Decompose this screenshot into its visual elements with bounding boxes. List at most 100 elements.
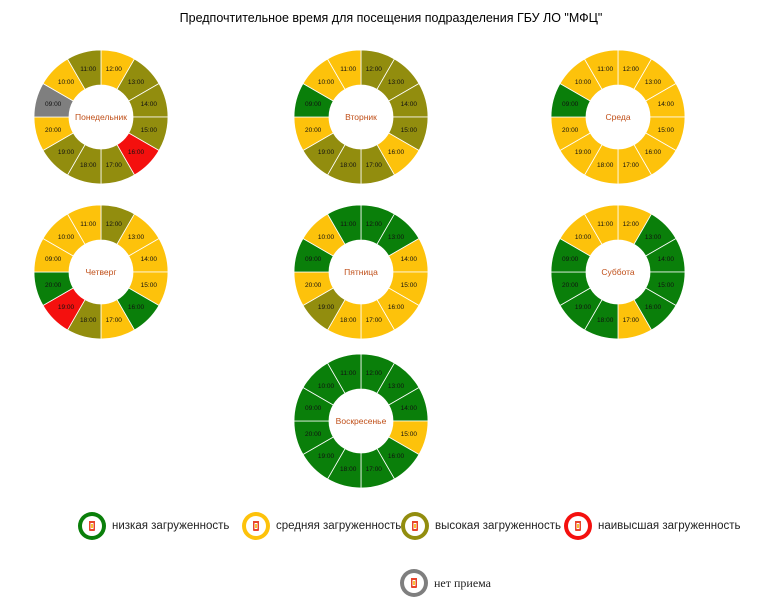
slot-time-label: 16:00 [645,304,662,311]
slot-segment [66,49,102,90]
day-label: Пятница [344,267,378,277]
slot-time-label: 12:00 [366,221,383,228]
slot-time-label: 18:00 [597,162,614,169]
mfc-logo-icon [400,569,428,597]
slot-time-label: 13:00 [388,79,405,86]
slot-time-label: 20:00 [45,127,62,134]
mfc-logo-icon [564,512,592,540]
slot-time-label: 09:00 [562,256,579,263]
slot-time-label: 16:00 [388,149,405,156]
slot-time-label: 13:00 [645,79,662,86]
slot-time-label: 11:00 [340,221,356,228]
slot-time-label: 12:00 [106,221,123,228]
slot-time-label: 10:00 [318,234,335,241]
slot-time-label: 13:00 [128,234,145,241]
slot-segment [66,204,102,245]
slot-time-label: 11:00 [80,66,96,73]
slot-time-label: 20:00 [305,282,322,289]
slot-time-label: 20:00 [45,282,62,289]
donut-chart: 12:00 13:00 14:00 15:00 16:00 17:00 18:00 19:00… [33,49,169,185]
donut-chart: 12:00 13:00 14:00 15:00 16:00 17:00 18:00 19:00… [293,204,429,340]
slot-time-label: 14:00 [658,101,675,108]
slot-time-label: 14:00 [401,256,418,263]
slot-time-label: 12:00 [623,66,640,73]
donut-chart: 12:00 13:00 14:00 15:00 16:00 17:00 18:00 19:00… [293,353,429,489]
slot-time-label: 19:00 [318,453,335,460]
legend-label-low: низкая загруженность [112,520,230,532]
slot-time-label: 19:00 [318,304,335,311]
slot-time-label: 15:00 [141,282,158,289]
slot-time-label: 17:00 [366,162,383,169]
legend-item-none: нет приема [400,568,491,598]
slot-segment [583,204,619,245]
slot-time-label: 19:00 [575,304,592,311]
slot-time-label: 17:00 [623,162,640,169]
legend-item-medium: средняя загруженность [242,511,401,541]
slot-time-label: 17:00 [106,162,123,169]
slot-time-label: 16:00 [388,453,405,460]
slot-time-label: 19:00 [575,149,592,156]
slot-time-label: 10:00 [318,383,335,390]
slot-time-label: 10:00 [58,79,75,86]
slot-time-label: 15:00 [141,127,158,134]
chart-title: Предпочтительное время для посещения под… [179,11,603,25]
slot-time-label: 19:00 [58,304,75,311]
donut-chart: 12:00 13:00 14:00 15:00 16:00 17:00 18:00 19:00… [33,204,169,340]
slot-time-label: 14:00 [141,256,158,263]
slot-time-label: 14:00 [401,101,418,108]
slot-time-label: 11:00 [340,370,356,377]
donut-chart: 12:00 13:00 14:00 15:00 16:00 17:00 18:00 19:00… [550,204,686,340]
slot-time-label: 18:00 [597,317,614,324]
slot-time-label: 12:00 [366,370,383,377]
slot-time-label: 15:00 [401,282,418,289]
slot-time-label: 16:00 [128,304,145,311]
slot-time-label: 17:00 [366,317,383,324]
slot-time-label: 10:00 [58,234,75,241]
slot-time-label: 18:00 [80,162,97,169]
slot-time-label: 11:00 [597,66,613,73]
legend-item-highest: наивысшая загруженность [564,511,741,541]
legend-label-none: нет приема [434,575,491,590]
slot-segment [326,49,362,90]
slot-time-label: 09:00 [45,101,62,108]
day-label: Четверг [86,267,117,277]
slot-time-label: 12:00 [623,221,640,228]
legend-label-medium: средняя загруженность [276,520,402,532]
legend-label-high: высокая загруженность [435,520,561,532]
slot-time-label: 15:00 [658,282,675,289]
slot-time-label: 20:00 [305,127,322,134]
slot-time-label: 17:00 [623,317,640,324]
slot-time-label: 09:00 [562,101,579,108]
slot-time-label: 20:00 [305,431,322,438]
legend-item-low: низкая загруженность [78,511,229,541]
slot-time-label: 19:00 [318,149,335,156]
slot-time-label: 09:00 [305,101,322,108]
slot-time-label: 16:00 [645,149,662,156]
day-label: Понедельник [75,112,127,122]
slot-time-label: 18:00 [340,466,357,473]
slot-time-label: 10:00 [575,79,592,86]
day-label: Воскресенье [336,416,387,426]
legend-item-high: высокая загруженность [401,511,561,541]
slot-time-label: 18:00 [340,317,357,324]
slot-time-label: 15:00 [401,127,418,134]
slot-time-label: 09:00 [305,405,322,412]
slot-time-label: 13:00 [645,234,662,241]
slot-segment [583,49,619,90]
slot-time-label: 11:00 [80,221,96,228]
slot-time-label: 10:00 [318,79,335,86]
day-label: Вторник [345,112,377,122]
donut-chart: 12:00 13:00 14:00 15:00 16:00 17:00 18:00 19:00… [550,49,686,185]
slot-time-label: 13:00 [388,383,405,390]
slot-time-label: 15:00 [658,127,675,134]
slot-time-label: 13:00 [388,234,405,241]
slot-time-label: 15:00 [401,431,418,438]
slot-time-label: 14:00 [658,256,675,263]
slot-time-label: 12:00 [366,66,383,73]
slot-time-label: 18:00 [80,317,97,324]
slot-time-label: 18:00 [340,162,357,169]
slot-time-label: 20:00 [562,282,579,289]
slot-time-label: 17:00 [106,317,123,324]
day-label: Среда [605,112,630,122]
